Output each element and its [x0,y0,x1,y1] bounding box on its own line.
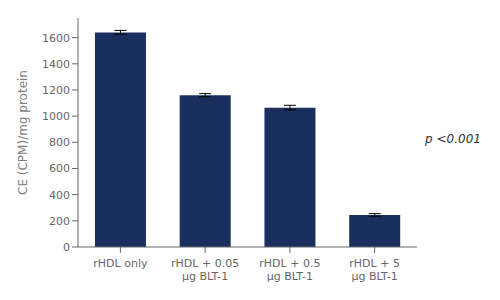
svg-text:1000: 1000 [42,110,70,123]
svg-text:1600: 1600 [42,32,70,45]
svg-text:1400: 1400 [42,58,70,71]
svg-text:0: 0 [63,241,70,254]
svg-text:rHDL + 0.5μg BLT-1: rHDL + 0.5μg BLT-1 [259,257,320,283]
svg-text:CE (CPM)/mg protein: CE (CPM)/mg protein [16,70,30,195]
svg-text:600: 600 [49,162,70,175]
svg-text:800: 800 [49,136,70,149]
svg-text:rHDL only: rHDL only [93,257,148,270]
html-text:p <0.001: p <0.001 [425,132,481,146]
svg-text:1200: 1200 [42,84,70,97]
svg-text:rHDL + 5μg BLT-1: rHDL + 5μg BLT-1 [349,257,400,283]
svg-text:200: 200 [49,215,70,228]
svg-text:rHDL + 0.05μg BLT-1: rHDL + 0.05μg BLT-1 [171,257,239,283]
svg-text:400: 400 [49,189,70,202]
